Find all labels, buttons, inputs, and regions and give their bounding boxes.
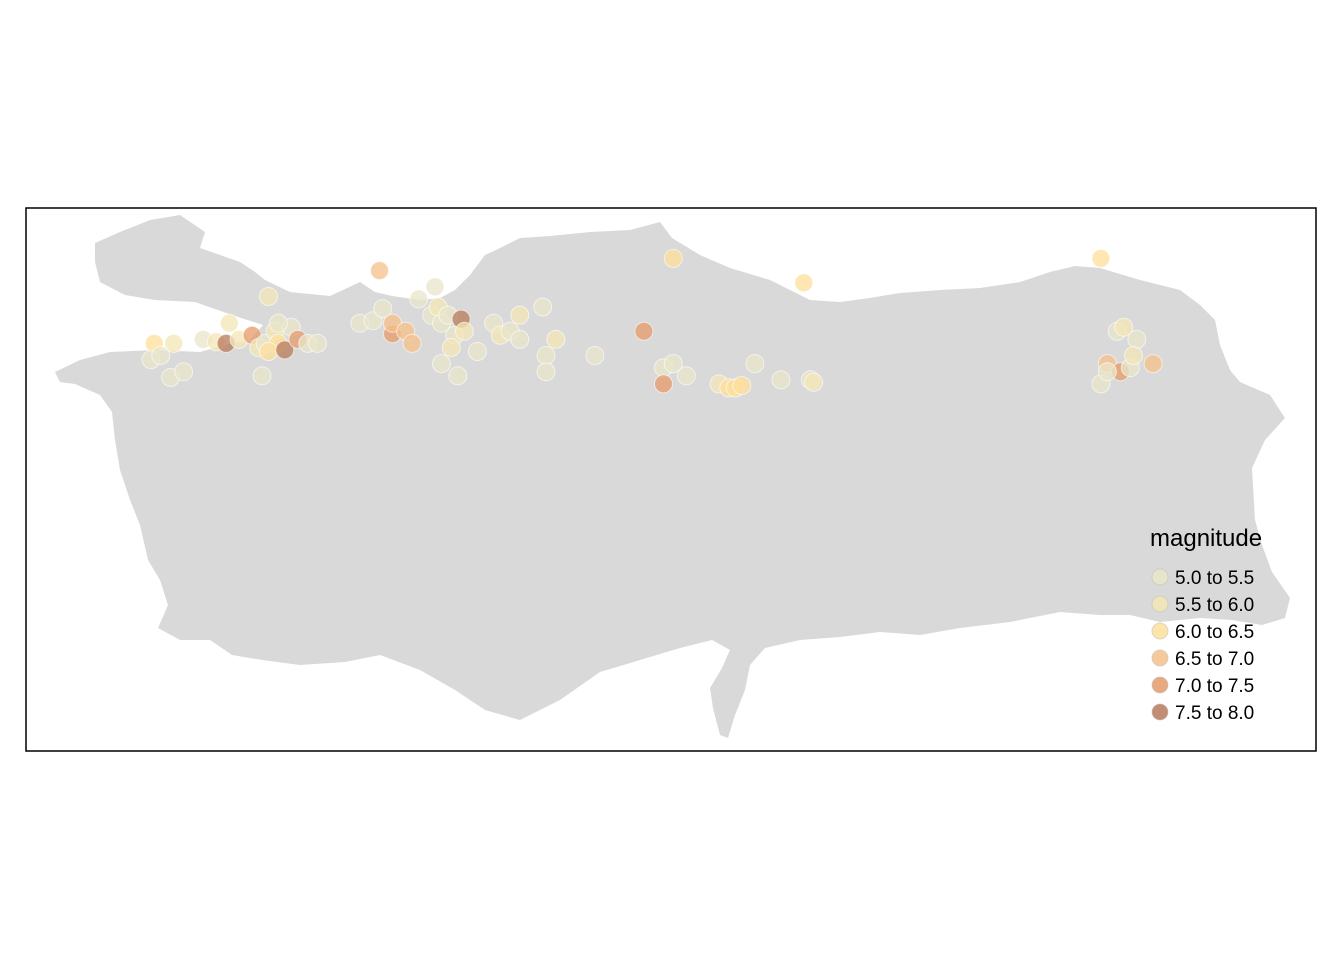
legend-title: magnitude: [1150, 525, 1262, 552]
legend-swatch: [1151, 649, 1169, 667]
earthquake-marker: [259, 287, 278, 306]
earthquake-marker: [510, 329, 530, 349]
legend-label: 6.5 to 7.0: [1175, 649, 1254, 670]
earthquake-marker: [1097, 362, 1117, 382]
earthquake-marker: [745, 354, 765, 374]
legend-label: 7.0 to 7.5: [1175, 676, 1254, 697]
earthquake-marker: [252, 366, 272, 386]
earthquake-marker: [585, 346, 605, 365]
legend-swatch: [1151, 622, 1169, 640]
earthquake-marker: [402, 333, 422, 353]
legend: magnitude 5.0 to 5.5 5.5 to 6.0 6.0 to 6.5…: [1150, 525, 1262, 724]
earthquake-marker: [732, 376, 752, 395]
earthquake-marker: [536, 362, 556, 382]
legend-swatch: [1151, 676, 1169, 694]
earthquake-marker: [533, 297, 553, 317]
earthquake-marker: [268, 313, 288, 333]
earthquake-marker: [448, 366, 468, 386]
earthquake-marker: [219, 313, 239, 333]
map-frame: [25, 207, 1317, 752]
earthquake-marker: [1127, 329, 1147, 349]
earthquake-marker: [174, 362, 194, 382]
earthquake-marker: [151, 346, 171, 365]
earthquake-marker: [771, 370, 791, 390]
earthquake-marker: [663, 248, 683, 268]
earthquake-marker: [536, 346, 556, 365]
earthquake-marker: [1114, 317, 1134, 337]
legend-label: 6.0 to 6.5: [1175, 622, 1254, 643]
earthquake-marker: [1143, 354, 1163, 374]
earthquake-marker: [259, 342, 278, 361]
earthquake-marker: [370, 261, 389, 281]
legend-label: 5.0 to 5.5: [1175, 568, 1254, 589]
earthquake-marker: [654, 374, 673, 394]
earthquake-marker: [441, 338, 461, 357]
earthquake-marker: [409, 289, 429, 309]
legend-label: 7.5 to 8.0: [1175, 703, 1254, 724]
earthquake-marker: [510, 305, 530, 325]
earthquake-marker: [275, 340, 295, 360]
earthquake-marker: [164, 333, 184, 353]
earthquake-marker: [663, 354, 683, 374]
legend-swatch: [1151, 703, 1169, 721]
earthquake-marker: [546, 329, 566, 349]
legend-swatch: [1151, 595, 1169, 613]
earthquake-marker: [454, 321, 474, 341]
earthquake-marker: [1124, 346, 1143, 365]
earthquake-marker: [804, 372, 824, 392]
earthquake-markers: [141, 248, 1163, 398]
earthquake-marker: [308, 333, 327, 353]
earthquake-marker: [634, 321, 654, 341]
turkey-landmass: [55, 215, 1290, 738]
earthquake-marker: [432, 354, 451, 374]
earthquake-marker: [1091, 248, 1111, 268]
earthquake-marker: [676, 366, 696, 386]
legend-swatch: [1151, 568, 1169, 586]
earthquake-marker: [794, 273, 814, 293]
earthquake-marker: [467, 342, 487, 361]
legend-label: 5.5 to 6.0: [1175, 595, 1254, 616]
earthquake-marker: [425, 277, 445, 297]
earthquake-marker: [373, 299, 393, 319]
map-panel: [55, 215, 1290, 738]
